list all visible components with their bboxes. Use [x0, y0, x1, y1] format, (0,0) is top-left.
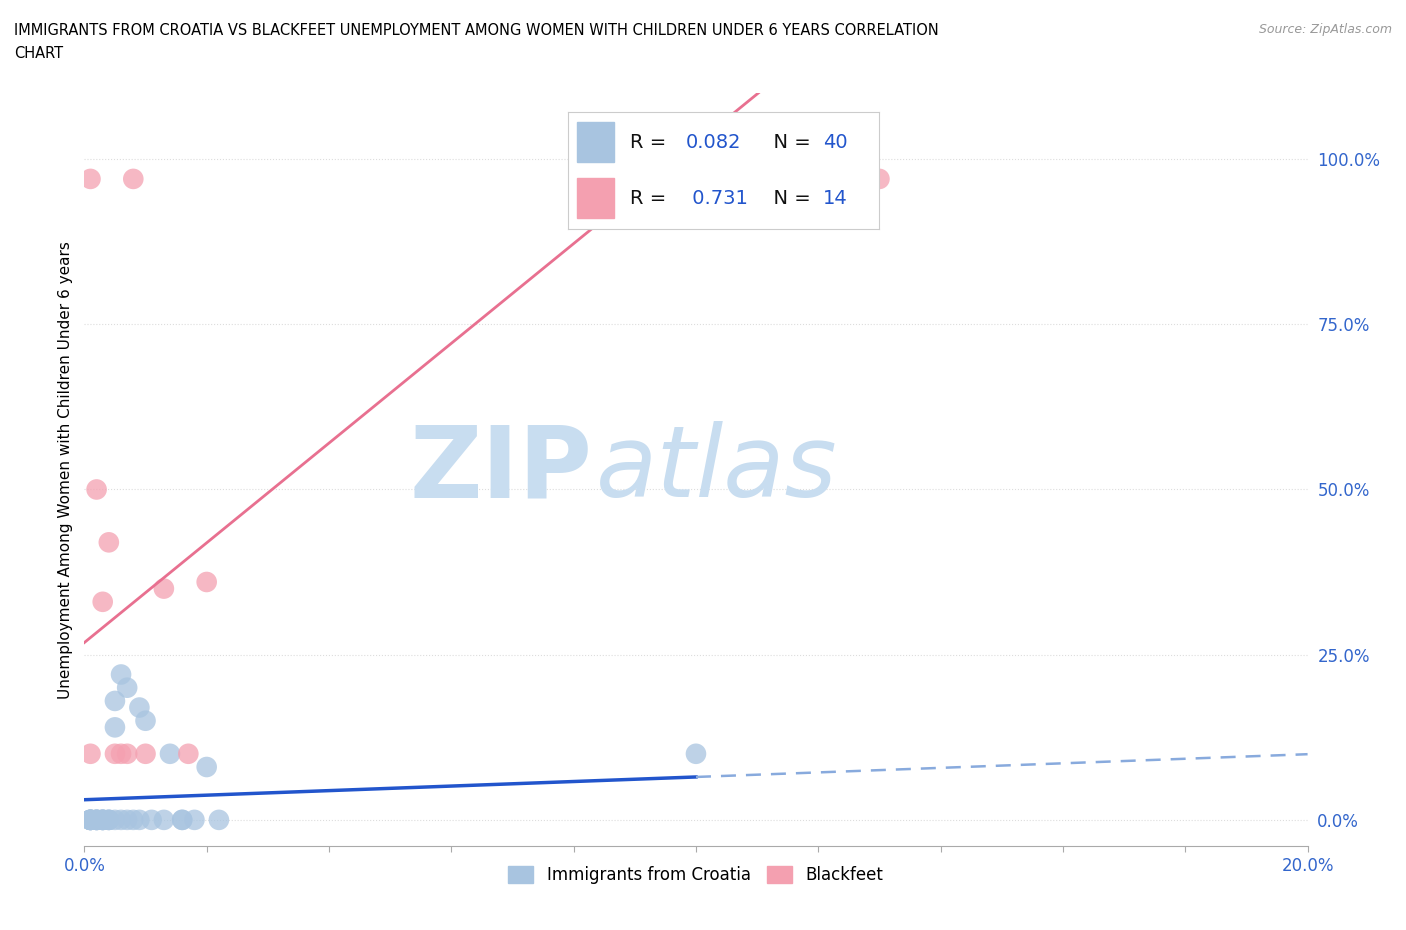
Point: [195, 760, 218, 775]
Point: [86, 813, 108, 828]
Point: [208, 813, 231, 828]
Point: [172, 813, 194, 828]
Text: IMMIGRANTS FROM CROATIA VS BLACKFEET UNEMPLOYMENT AMONG WOMEN WITH CHILDREN UNDE: IMMIGRANTS FROM CROATIA VS BLACKFEET UNE…: [14, 23, 939, 38]
Point: [104, 813, 127, 828]
Point: [97, 813, 120, 828]
Point: [97, 535, 120, 550]
Point: [115, 813, 138, 828]
Point: [104, 694, 127, 709]
Point: [115, 680, 138, 695]
Point: [115, 747, 138, 762]
Point: [79, 813, 101, 828]
Text: atlas: atlas: [596, 421, 838, 518]
Point: [122, 813, 145, 828]
Point: [183, 813, 205, 828]
Point: [135, 713, 157, 728]
Point: [97, 813, 120, 828]
Point: [110, 747, 132, 762]
Legend: Immigrants from Croatia, Blackfeet: Immigrants from Croatia, Blackfeet: [502, 859, 890, 891]
Point: [91, 813, 114, 828]
Point: [110, 667, 132, 682]
Point: [153, 813, 176, 828]
Point: [79, 813, 101, 828]
Point: [104, 747, 127, 762]
Point: [91, 594, 114, 609]
Point: [685, 747, 707, 762]
Text: CHART: CHART: [14, 46, 63, 61]
Point: [153, 581, 176, 596]
Point: [79, 813, 101, 828]
Point: [86, 813, 108, 828]
Point: [172, 813, 194, 828]
Point: [79, 171, 101, 186]
Point: [79, 813, 101, 828]
Point: [91, 813, 114, 828]
Point: [195, 575, 218, 590]
Point: [122, 171, 145, 186]
Point: [97, 813, 120, 828]
Point: [128, 813, 150, 828]
Text: Source: ZipAtlas.com: Source: ZipAtlas.com: [1258, 23, 1392, 36]
Point: [86, 813, 108, 828]
Point: [128, 700, 150, 715]
Point: [79, 813, 101, 828]
Y-axis label: Unemployment Among Women with Children Under 6 years: Unemployment Among Women with Children U…: [58, 241, 73, 698]
Point: [79, 813, 101, 828]
Point: [86, 813, 108, 828]
Point: [141, 813, 163, 828]
Point: [79, 813, 101, 828]
Point: [91, 813, 114, 828]
Point: [86, 482, 108, 497]
Point: [159, 747, 181, 762]
Point: [869, 171, 891, 186]
Point: [110, 813, 132, 828]
Point: [104, 720, 127, 735]
Text: ZIP: ZIP: [409, 421, 592, 518]
Point: [91, 813, 114, 828]
Point: [135, 747, 157, 762]
Point: [91, 813, 114, 828]
Point: [79, 747, 101, 762]
Point: [177, 747, 200, 762]
Point: [86, 813, 108, 828]
